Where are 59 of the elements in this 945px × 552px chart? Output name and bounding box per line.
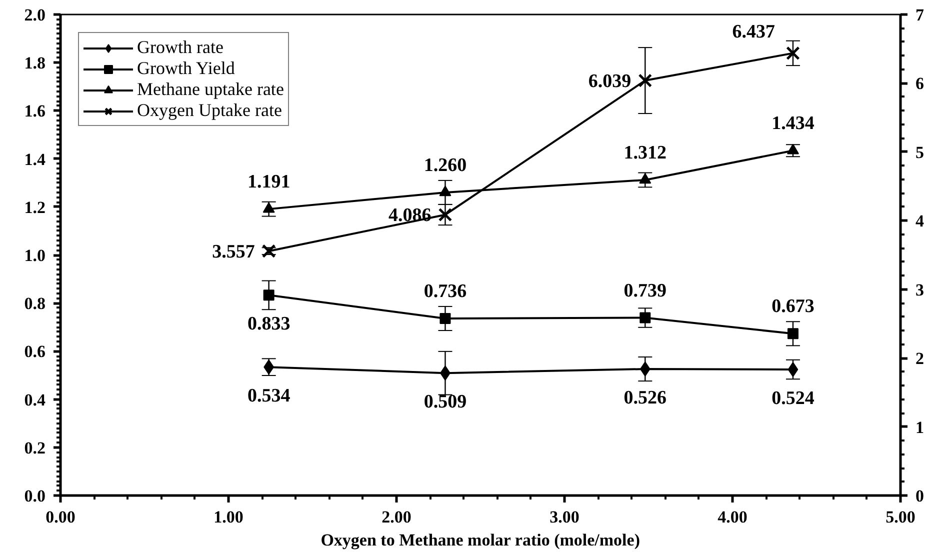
- y2-tick-label: 2: [916, 349, 924, 368]
- data-label: 0.736: [424, 280, 467, 302]
- data-label: 1.191: [247, 172, 290, 193]
- y-tick-label: 0.6: [24, 342, 46, 362]
- data-label: 0.526: [624, 387, 667, 408]
- data-label: 0.739: [624, 280, 667, 302]
- x-tick-label: 4.00: [718, 508, 748, 526]
- point: [438, 208, 452, 222]
- y-tick-label: 1.6: [24, 102, 46, 121]
- legend-label: Methane uptake rate: [137, 79, 284, 100]
- y-tick-label: 1.8: [24, 54, 46, 73]
- data-label: 3.557: [212, 242, 256, 263]
- point: [263, 290, 274, 301]
- data-label: 1.312: [624, 142, 667, 164]
- x-tick-label: 3.00: [550, 508, 580, 526]
- x-axis-title: Oxygen to Methane molar ratio (mole/mole): [320, 530, 640, 550]
- point: [440, 312, 451, 324]
- y2-tick-label: 4: [916, 212, 924, 231]
- data-label: 0.673: [772, 296, 814, 318]
- point: [788, 362, 798, 377]
- data-label: 0.524: [772, 388, 815, 409]
- point: [786, 144, 799, 154]
- y2-tick-label: 5: [916, 142, 924, 162]
- point: [640, 312, 651, 324]
- x-tick-label: 5.00: [886, 508, 916, 526]
- y2-tick-label: 0: [916, 486, 924, 506]
- point: [786, 46, 800, 60]
- y-tick-label: 1.0: [24, 246, 46, 265]
- data-label: 0.509: [424, 392, 467, 413]
- legend-label: Oxygen Uptake rate: [137, 100, 282, 121]
- data-label: 0.534: [247, 386, 291, 407]
- point: [787, 328, 798, 340]
- y2-tick-label: 3: [916, 280, 924, 300]
- point: [439, 186, 452, 196]
- y-tick-label: 2.0: [24, 6, 46, 24]
- legend-label: Growth rate: [137, 37, 224, 58]
- data-label: 1.434: [772, 113, 815, 134]
- point: [262, 202, 275, 213]
- y-tick-label: 0.4: [24, 390, 46, 410]
- x-tick-label: 2.00: [382, 508, 412, 526]
- point: [639, 173, 652, 184]
- data-label: 1.260: [424, 154, 467, 176]
- legend-label: Growth Yield: [137, 58, 235, 79]
- y-tick-label: 0.0: [24, 486, 46, 506]
- point: [638, 74, 652, 88]
- y-tick-label: 0.2: [24, 438, 46, 458]
- y-tick-label: 0.8: [24, 294, 46, 314]
- x-tick-label: 0.00: [46, 508, 76, 526]
- data-label: 6.039: [588, 71, 632, 92]
- y-tick-label: 1.4: [24, 150, 46, 169]
- y-tick-label: 1.2: [24, 198, 46, 217]
- point: [640, 361, 650, 376]
- point: [262, 244, 276, 258]
- y2-tick-label: 7: [916, 6, 924, 24]
- data-label: 6.437: [732, 22, 776, 43]
- data-label: 0.833: [247, 314, 290, 335]
- x-tick-label: 1.00: [214, 508, 244, 526]
- y2-tick-label: 6: [916, 74, 924, 94]
- y2-tick-label: 1: [916, 418, 924, 437]
